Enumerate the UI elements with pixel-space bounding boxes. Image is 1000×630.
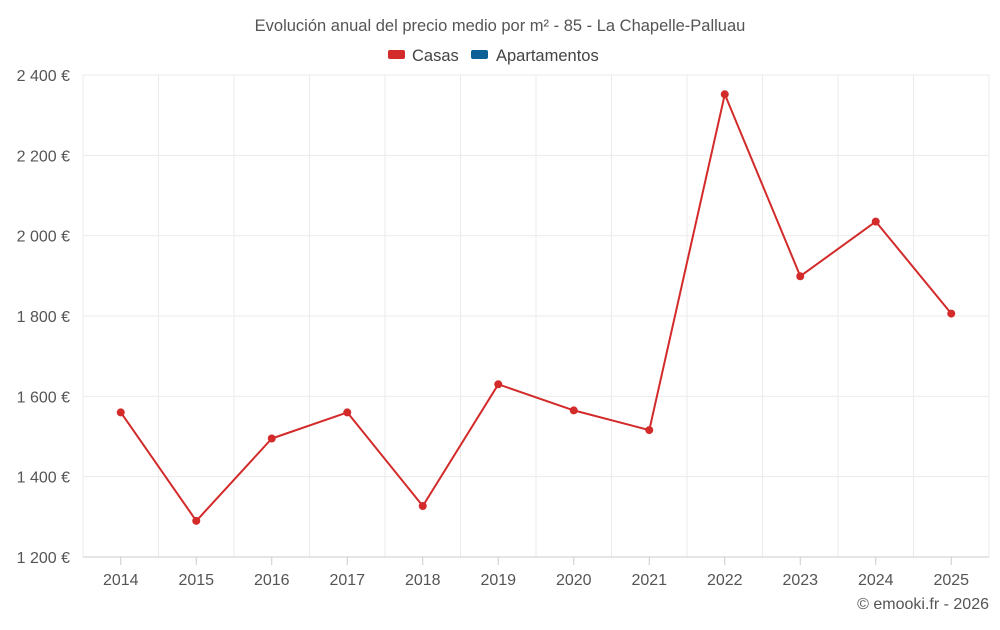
chart-title: Evolución anual del precio medio por m² …	[255, 17, 746, 35]
data-point-casas-2016	[267, 434, 276, 443]
data-point-casas-2017	[343, 408, 352, 417]
data-point-casas-2025	[947, 309, 956, 318]
y-tick-label: 2 000 €	[17, 229, 70, 246]
data-point-casas-2014	[116, 408, 125, 417]
data-point-casas-2018	[418, 501, 427, 510]
data-point-casas-2022	[720, 90, 729, 99]
legend: Casas Apartamentos	[388, 47, 599, 65]
legend-label-apartamentos: Apartamentos	[496, 47, 599, 65]
x-tick-label: 2014	[103, 572, 139, 589]
data-point-casas-2019	[494, 380, 503, 389]
x-tick-label: 2015	[178, 572, 214, 589]
axes: 1 200 € 1 400 € 1 600 € 1 800 € 2 000 € 2 200…	[17, 68, 989, 589]
y-tick-label: 2 200 €	[17, 148, 70, 165]
legend-item-apartamentos[interactable]: Apartamentos	[471, 47, 599, 65]
data-point-casas-2020	[569, 406, 578, 415]
data-point-casas-2024	[871, 217, 880, 226]
x-tick-label: 2018	[405, 572, 441, 589]
x-tick-label: 2019	[480, 572, 516, 589]
x-tick-label: 2024	[858, 572, 894, 589]
y-tick-label: 2 400 €	[17, 68, 70, 85]
x-tick-label: 2023	[782, 572, 818, 589]
x-tick-label: 2022	[707, 572, 743, 589]
data-point-casas-2015	[192, 516, 201, 525]
x-tick-label: 2021	[631, 572, 667, 589]
data-point-casas-2023	[796, 272, 805, 281]
y-tick-label: 1 800 €	[17, 309, 70, 326]
x-tick-label: 2016	[254, 572, 290, 589]
legend-label-casas: Casas	[412, 47, 459, 65]
legend-swatch-apartamentos	[471, 50, 488, 59]
y-tick-label: 1 600 €	[17, 389, 70, 406]
x-tick-label: 2020	[556, 572, 592, 589]
y-tick-label: 1 400 €	[17, 470, 70, 487]
legend-swatch-casas	[388, 50, 405, 59]
x-tick-label: 2017	[329, 572, 365, 589]
series-layer	[116, 90, 956, 525]
grid	[82, 74, 990, 557]
credit-text: © emooki.fr - 2026	[857, 596, 989, 613]
legend-item-casas[interactable]: Casas	[388, 47, 459, 65]
data-point-casas-2021	[645, 426, 654, 435]
x-tick-label: 2025	[933, 572, 969, 589]
y-tick-label: 1 200 €	[17, 550, 70, 567]
series-line-casas	[119, 93, 953, 522]
